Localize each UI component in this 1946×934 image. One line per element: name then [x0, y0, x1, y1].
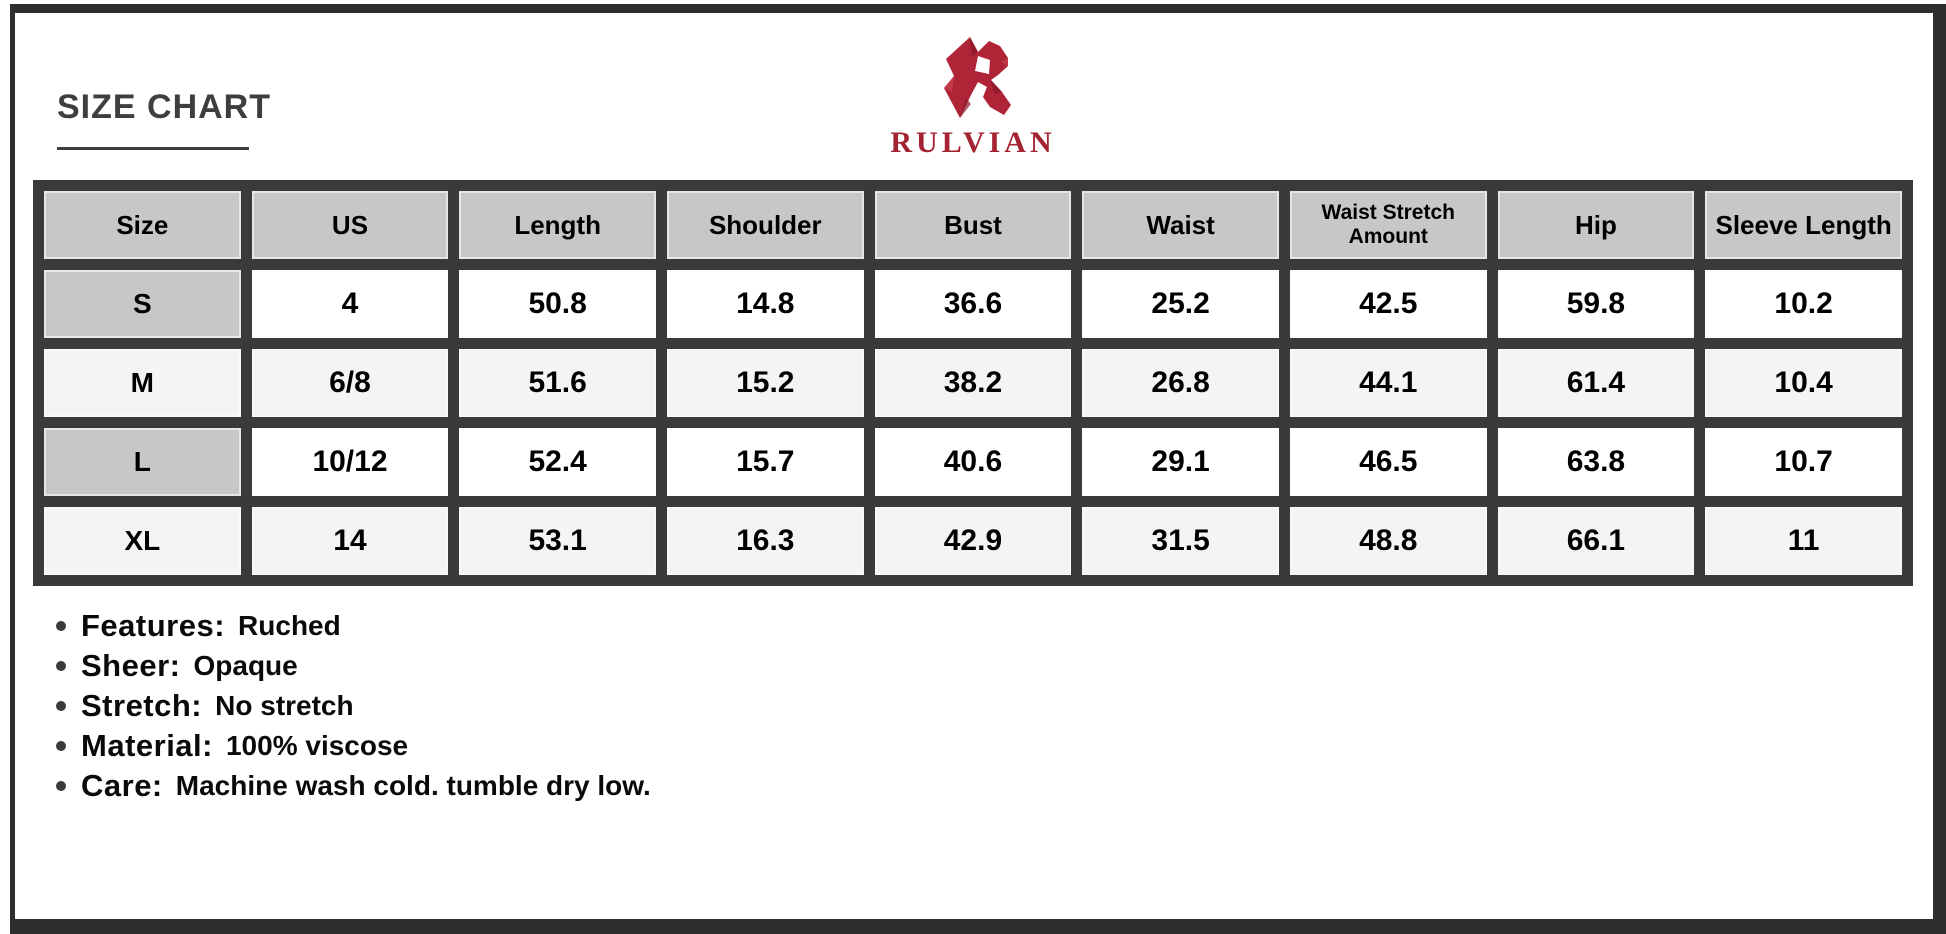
measurement-cell: 15.7	[666, 428, 864, 496]
column-header-bust: Bust	[874, 191, 1072, 259]
measurement-cell: 52.4	[459, 428, 656, 496]
title-underline	[57, 147, 249, 150]
detail-label: Care:	[81, 768, 163, 803]
measurement-cell: 10/12	[251, 428, 449, 496]
product-details-list: Features: Ruched Sheer: Opaque Stretch: …	[56, 606, 651, 806]
measurement-cell: 16.3	[666, 507, 864, 575]
measurement-cell: 15.2	[666, 349, 864, 417]
detail-item-features: Features: Ruched	[56, 606, 651, 646]
size-chart-body: S 4 50.8 14.8 36.6 25.2 42.5 59.8 10.2 M 6/8 51.6 15…	[44, 270, 1902, 575]
detail-value: Ruched	[238, 610, 341, 641]
measurement-cell: 4	[251, 270, 449, 338]
size-label-cell: XL	[44, 507, 241, 575]
size-row-s: S 4 50.8 14.8 36.6 25.2 42.5 59.8 10.2	[44, 270, 1902, 338]
detail-label: Stretch:	[81, 688, 203, 723]
brand-logo: RULVIAN	[0, 36, 1946, 158]
brand-wordmark: RULVIAN	[890, 126, 1056, 159]
column-header-hip: Hip	[1497, 191, 1695, 259]
measurement-cell: 10.2	[1705, 270, 1902, 338]
detail-item-sheer: Sheer: Opaque	[56, 646, 651, 686]
measurement-cell: 46.5	[1289, 428, 1487, 496]
detail-item-stretch: Stretch: No stretch	[56, 686, 651, 726]
size-label-cell: L	[44, 428, 241, 496]
detail-label: Features:	[81, 608, 226, 643]
bullet-icon	[56, 701, 66, 711]
size-chart-table: Size US Length Shoulder Bust Waist Waist Stret…	[33, 180, 1913, 586]
measurement-cell: 66.1	[1497, 507, 1695, 575]
measurement-cell: 53.1	[459, 507, 656, 575]
measurement-cell: 14.8	[666, 270, 864, 338]
detail-label: Material:	[81, 728, 213, 763]
measurement-cell: 40.6	[874, 428, 1072, 496]
bullet-icon	[56, 661, 66, 671]
measurement-cell: 48.8	[1289, 507, 1487, 575]
column-header-sleeve-length: Sleeve Length	[1705, 191, 1902, 259]
measurement-cell: 11	[1705, 507, 1902, 575]
measurement-cell: 25.2	[1082, 270, 1279, 338]
measurement-cell: 10.4	[1705, 349, 1902, 417]
detail-value: Opaque	[193, 650, 298, 681]
measurement-cell: 51.6	[459, 349, 656, 417]
bullet-icon	[56, 621, 66, 631]
measurement-cell: 38.2	[874, 349, 1072, 417]
detail-value: No stretch	[215, 690, 354, 721]
measurement-cell: 14	[251, 507, 449, 575]
bullet-icon	[56, 781, 66, 791]
size-row-m: M 6/8 51.6 15.2 38.2 26.8 44.1 61.4 10.4	[44, 349, 1902, 417]
measurement-cell: 63.8	[1497, 428, 1695, 496]
measurement-cell: 42.5	[1289, 270, 1487, 338]
page-title: SIZE CHART	[57, 88, 271, 126]
detail-item-material: Material: 100% viscose	[56, 726, 651, 766]
column-header-us: US	[251, 191, 449, 259]
detail-item-care: Care: Machine wash cold. tumble dry low.	[56, 766, 651, 806]
measurement-cell: 42.9	[874, 507, 1072, 575]
bullet-icon	[56, 741, 66, 751]
measurement-cell: 44.1	[1289, 349, 1487, 417]
detail-label: Sheer:	[81, 648, 181, 683]
size-row-l: L 10/12 52.4 15.7 40.6 29.1 46.5 63.8 10.7	[44, 428, 1902, 496]
measurement-cell: 6/8	[251, 349, 449, 417]
size-label-cell: S	[44, 270, 241, 338]
measurement-cell: 10.7	[1705, 428, 1902, 496]
detail-value: Machine wash cold. tumble dry low.	[175, 770, 651, 801]
column-header-size: Size	[44, 191, 241, 259]
measurement-cell: 26.8	[1082, 349, 1279, 417]
detail-value: 100% viscose	[225, 730, 409, 761]
size-row-xl: XL 14 53.1 16.3 42.9 31.5 48.8 66.1 11	[44, 507, 1902, 575]
column-header-waist-stretch-amount: Waist Stretch Amount	[1289, 191, 1487, 259]
measurement-cell: 59.8	[1497, 270, 1695, 338]
measurement-cell: 50.8	[459, 270, 656, 338]
size-label-cell: M	[44, 349, 241, 417]
column-header-length: Length	[459, 191, 656, 259]
column-header-waist: Waist	[1082, 191, 1279, 259]
header-row: Size US Length Shoulder Bust Waist Waist Stret…	[44, 191, 1902, 259]
size-chart-header: Size US Length Shoulder Bust Waist Waist Stret…	[44, 191, 1902, 259]
column-header-shoulder: Shoulder	[666, 191, 864, 259]
measurement-cell: 29.1	[1082, 428, 1279, 496]
measurement-cell: 61.4	[1497, 349, 1695, 417]
brand-r-icon	[944, 37, 1011, 118]
measurement-cell: 31.5	[1082, 507, 1279, 575]
measurement-cell: 36.6	[874, 270, 1072, 338]
